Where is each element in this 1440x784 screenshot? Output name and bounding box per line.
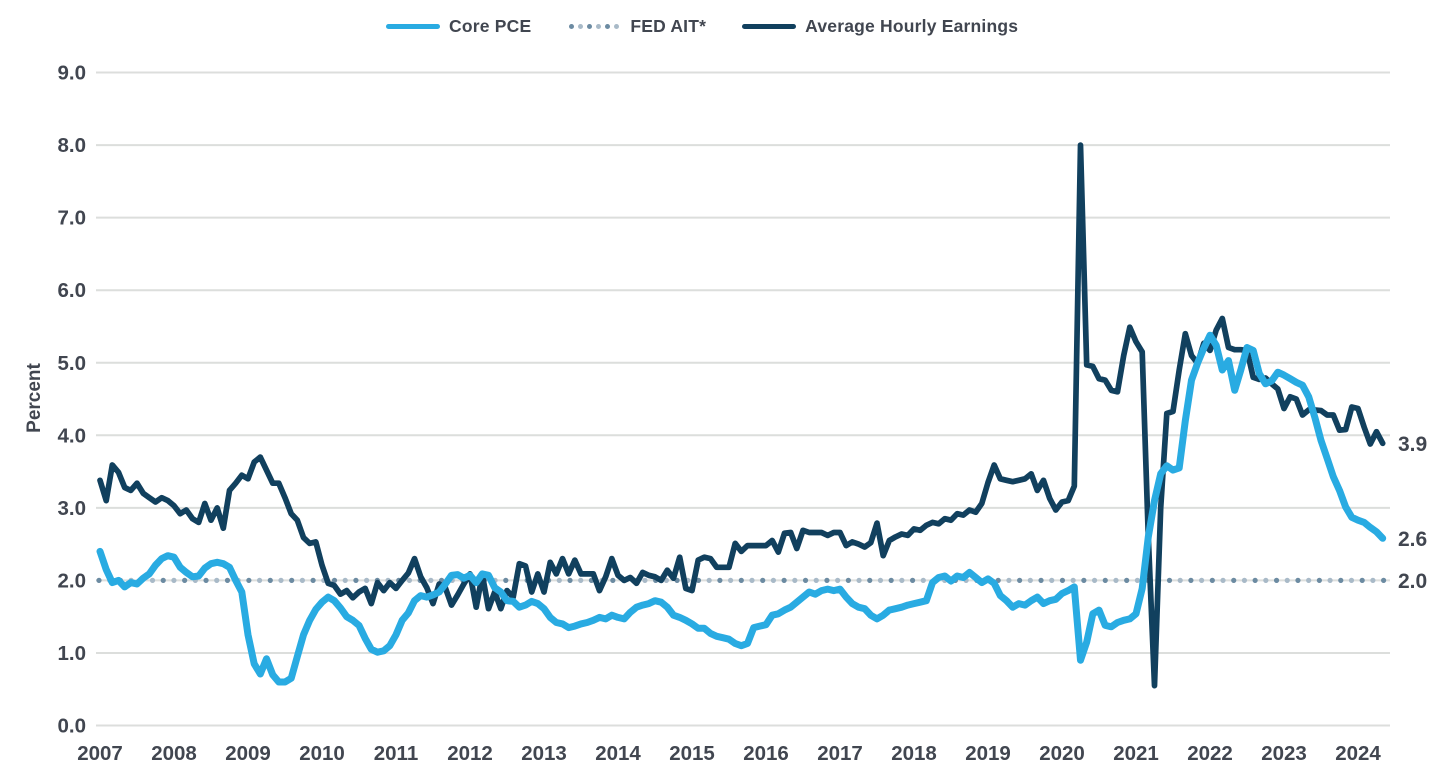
y-axis-tick-label: 0.0 [58,715,87,738]
y-axis-tick-label: 7.0 [58,207,87,230]
x-axis-tick-label: 2017 [817,742,863,765]
x-axis-tick-label: 2014 [595,742,641,765]
y-axis-tick-label: 3.0 [58,497,87,520]
x-axis-tick-label: 2010 [299,742,345,765]
legend-label: Average Hourly Earnings [805,16,1019,36]
x-axis-tick-label: 2011 [374,742,418,765]
x-axis-tick-label: 2012 [447,742,493,765]
y-axis-tick-label: 6.0 [58,279,87,302]
avg-hourly-earnings-line [97,142,1386,689]
legend-label: FED AIT* [630,16,707,36]
x-axis-tick-label: 2008 [151,742,197,765]
x-axis-tick-label: 2009 [225,742,271,765]
legend-item-core-pce: Core PCE [386,16,531,37]
x-axis-tick-label: 2018 [891,742,937,765]
x-axis-tick-label: 2013 [521,742,567,765]
legend-item-fed-ait: FED AIT* [567,16,706,37]
chart-legend: Core PCE FED AIT* Average Hourly Earnings [386,16,1018,37]
x-axis-tick-label: 2022 [1187,742,1233,765]
series-end-value-label: 3.9 [1398,433,1427,456]
x-axis-tick-label: 2023 [1261,742,1307,765]
x-axis-tick-label: 2016 [743,742,789,765]
y-axis-tick-label: 9.0 [58,62,87,85]
x-axis-tick-label: 2015 [669,742,715,765]
y-axis-tick-label: 1.0 [58,642,87,665]
core-pce-line [96,331,1387,686]
x-axis-tick-label: 2007 [77,742,123,765]
x-axis-tick-label: 2019 [965,742,1011,765]
x-axis-tick-label: 2021 [1113,742,1159,765]
series-end-value-label: 2.6 [1398,528,1427,551]
y-axis-tick-label: 5.0 [58,352,87,375]
x-axis-tick-label: 2024 [1335,742,1381,765]
line-swatch-icon [386,24,440,29]
legend-item-average-hourly-earnings: Average Hourly Earnings [742,16,1018,37]
y-axis-tick-label: 8.0 [58,134,87,157]
series-end-value-label: 2.0 [1398,570,1427,593]
y-axis-tick-label: 4.0 [58,424,87,447]
line-swatch-icon [742,24,797,29]
y-axis-tick-label: 2.0 [58,569,87,592]
y-axis-title: Percent [24,362,45,432]
x-axis-tick-label: 2020 [1039,742,1085,765]
dotted-line-swatch-icon [567,24,621,29]
legend-label: Core PCE [449,16,532,36]
